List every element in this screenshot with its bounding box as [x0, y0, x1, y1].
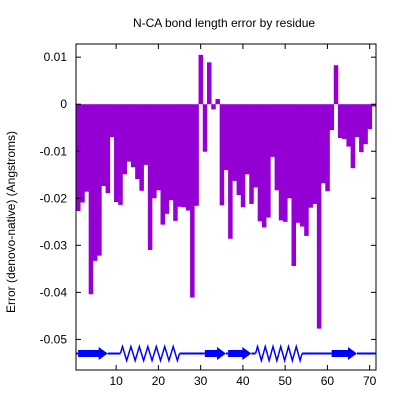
- bar-residue-39: [236, 104, 242, 195]
- y-tick-label--0.01: -0.01: [40, 144, 68, 158]
- bar-residue-60: [325, 104, 330, 192]
- y-tick-label--0.04: -0.04: [40, 285, 68, 299]
- bar-residue-69: [363, 104, 368, 145]
- bar-residue-59: [321, 104, 326, 184]
- axis-ticks: 10 20 30 40 50 60 70 0.01 0 -0.01 -0.02 -0.03 -0.04 -…: [40, 44, 377, 388]
- bar-residue-47: [270, 104, 275, 157]
- x-tick-label-60: 60: [321, 374, 335, 388]
- bar-residue-56: [308, 104, 313, 208]
- bar-residue-5: [92, 104, 98, 261]
- bar-residue-58: [316, 104, 322, 329]
- bar-residue-33: [211, 104, 216, 110]
- bar-residue-11: [118, 104, 123, 205]
- bar-residue-31: [202, 104, 208, 152]
- bar-residue-38: [232, 104, 237, 181]
- bar-residue-34: [215, 99, 220, 105]
- ss-strand-8: [228, 347, 252, 361]
- y-tick-label--0.05: -0.05: [40, 332, 68, 346]
- bar-residue-19: [152, 104, 157, 199]
- bar-residue-68: [359, 104, 364, 153]
- bar-residue-45: [261, 104, 267, 228]
- bar-residue-26: [181, 104, 187, 208]
- bars: [76, 54, 377, 329]
- x-tick-label-30: 30: [194, 374, 208, 388]
- bar-residue-25: [177, 104, 182, 207]
- bar-residue-18: [147, 104, 153, 251]
- bar-residue-43: [253, 104, 258, 188]
- y-axis-label: Error (denovo-native) (Angstroms): [4, 131, 18, 313]
- bar-residue-48: [274, 104, 280, 191]
- bar-residue-50: [283, 104, 288, 222]
- plot-frame: [75, 43, 377, 371]
- chart-title: N-CA bond length error by residue: [133, 16, 315, 30]
- bar-residue-37: [228, 104, 233, 239]
- bar-residue-12: [122, 104, 128, 175]
- bar-residue-17: [143, 104, 149, 165]
- ss-helix-4: [119, 343, 181, 364]
- bar-residue-2: [80, 104, 85, 203]
- bar-residue-32: [206, 62, 212, 105]
- bar-residue-70: [367, 104, 373, 130]
- bar-residue-52: [291, 104, 297, 267]
- x-tick-label-40: 40: [236, 374, 250, 388]
- bar-residue-55: [304, 104, 309, 236]
- bar-residue-13: [126, 104, 132, 162]
- bar-residue-14: [130, 104, 136, 168]
- secondary-structure-track: [76, 343, 376, 364]
- bar-residue-10: [114, 104, 119, 203]
- bar-residue-35: [219, 104, 225, 206]
- bar-residue-57: [312, 104, 318, 204]
- bar-residue-6: [97, 104, 102, 256]
- bar-residue-7: [101, 104, 106, 187]
- y-tick-label-0: 0: [60, 97, 67, 111]
- bar-residue-66: [350, 104, 356, 169]
- bar-residue-1: [76, 104, 81, 211]
- bar-residue-24: [173, 104, 178, 221]
- ss-strand-12: [331, 347, 357, 361]
- bar-residue-27: [185, 104, 191, 211]
- ss-strand-6: [204, 347, 226, 361]
- bar-residue-41: [245, 104, 250, 175]
- bar-residue-30: [198, 54, 204, 105]
- bar-residue-54: [299, 104, 305, 227]
- bar-residue-51: [287, 104, 292, 199]
- bar-residue-22: [164, 104, 170, 214]
- bar-residue-9: [109, 104, 115, 138]
- bar-residue-63: [337, 104, 343, 139]
- bar-residue-8: [105, 104, 111, 194]
- bar-residue-36: [223, 104, 229, 171]
- bar-residue-21: [160, 104, 166, 225]
- bar-residue-16: [139, 104, 144, 191]
- bar-residue-4: [88, 104, 94, 295]
- bar-residue-62: [333, 65, 339, 105]
- bar-residue-20: [156, 104, 161, 191]
- bar-residue-65: [346, 104, 351, 147]
- bar-residue-28: [190, 104, 195, 298]
- bar-residue-29: [194, 104, 199, 206]
- y-tick-label-0.01: 0.01: [44, 50, 68, 64]
- bar-residue-46: [266, 104, 271, 218]
- bar-residue-3: [84, 104, 89, 192]
- x-tick-label-70: 70: [363, 374, 377, 388]
- bar-residue-71: [371, 104, 377, 107]
- bar-residue-40: [240, 104, 246, 208]
- bar-residue-42: [249, 104, 254, 204]
- bar-residue-67: [354, 104, 360, 138]
- ss-strand-2: [78, 347, 108, 361]
- bar-residue-49: [278, 104, 284, 221]
- bar-residue-53: [295, 104, 301, 223]
- bar-residue-64: [342, 104, 347, 140]
- bar-residue-61: [329, 104, 335, 131]
- y-tick-label--0.03: -0.03: [40, 238, 68, 252]
- bar-residue-44: [257, 104, 263, 222]
- y-tick-label--0.02: -0.02: [40, 191, 68, 205]
- x-tick-label-50: 50: [278, 374, 292, 388]
- x-tick-label-10: 10: [109, 374, 123, 388]
- x-tick-label-20: 20: [152, 374, 166, 388]
- bar-residue-15: [135, 104, 140, 180]
- bar-residue-23: [168, 104, 174, 201]
- ss-helix-10: [254, 343, 303, 364]
